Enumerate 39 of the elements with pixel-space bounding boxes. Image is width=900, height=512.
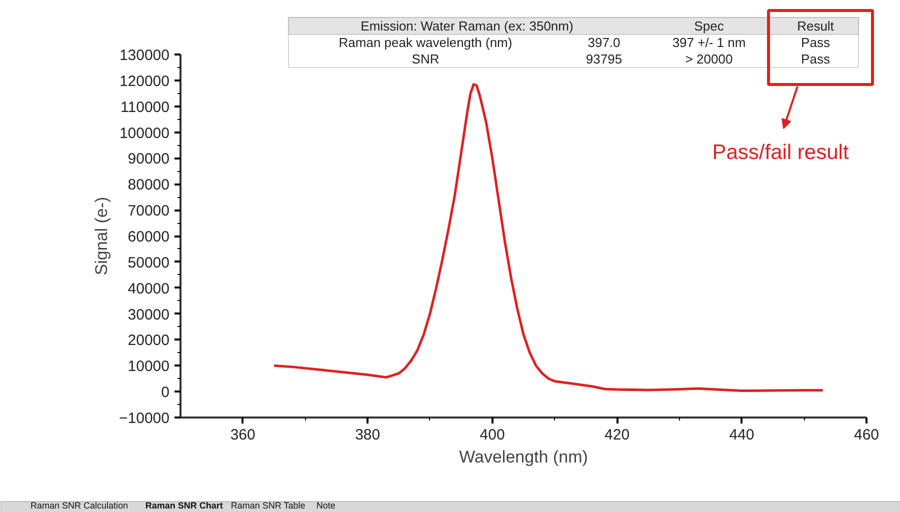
- text: Raman SNR Calculation: [30, 500, 128, 510]
- x-tick-label: 460: [854, 426, 880, 444]
- x-axis-title: Wavelength (nm): [459, 448, 588, 466]
- y-tick-label: 10000: [128, 358, 170, 376]
- y-tick-label: −10000: [119, 410, 170, 427]
- annotation: SNR: [412, 52, 440, 66]
- x-tick-label: 360: [230, 426, 256, 444]
- y-tick-label: 100000: [119, 124, 170, 142]
- y-tick-label: 90000: [128, 150, 170, 168]
- y-tick-label: 110000: [120, 98, 170, 116]
- y-tick-label: 130000: [119, 47, 170, 64]
- y-tick-label: 30000: [128, 306, 170, 324]
- text: Raman SNR Chart: [145, 500, 223, 510]
- x-tick-label: 400: [480, 426, 505, 444]
- y-tick-label: 120000: [119, 72, 170, 90]
- y-axis-title: Signal (e-): [92, 196, 112, 276]
- text: Note: [316, 500, 336, 510]
- text: Pass: [801, 35, 830, 50]
- text: 397.0: [588, 35, 620, 50]
- y-tick-label: 40000: [128, 280, 170, 298]
- x-tick-label: 420: [604, 426, 630, 444]
- annotation: 93795: [586, 52, 622, 66]
- annotation: > 20000: [685, 52, 733, 66]
- x-tick-label: 380: [355, 426, 380, 444]
- y-tick-label: 70000: [128, 202, 170, 220]
- text: Raman peak wavelength (nm): [338, 35, 512, 50]
- y-tick-label: 50000: [128, 254, 170, 272]
- text: Emission: Water Raman (ex: 350nm): [360, 18, 574, 34]
- text: Raman SNR Table: [230, 500, 306, 510]
- y-tick-label: 0: [161, 384, 170, 402]
- annotation: Pass/fail result: [712, 141, 849, 164]
- text: 397 +/- 1 nm: [672, 35, 746, 50]
- x-tick-label: 440: [729, 426, 754, 444]
- y-tick-label: 20000: [128, 332, 170, 350]
- y-tick-label: 80000: [128, 176, 170, 194]
- annotation: Pass: [801, 52, 830, 66]
- text: Spec: [694, 18, 724, 34]
- y-tick-label: 60000: [128, 228, 170, 246]
- text: Result: [797, 18, 834, 34]
